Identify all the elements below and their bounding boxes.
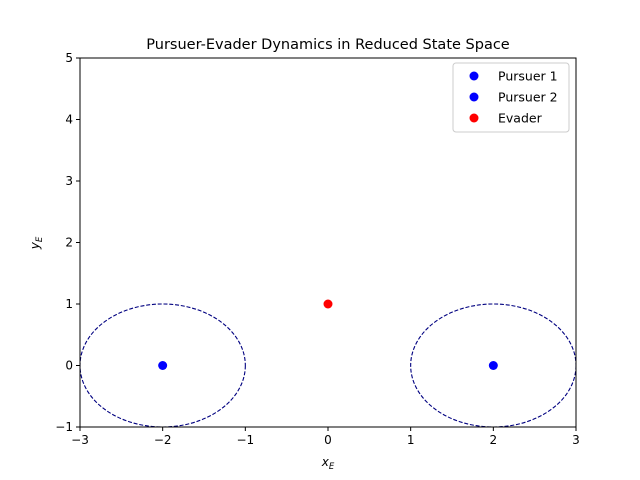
evader-point xyxy=(323,299,333,309)
legend-label-evader: Evader xyxy=(498,111,543,126)
x-tick-label: −1 xyxy=(236,433,254,447)
legend-label-pursuer-1: Pursuer 1 xyxy=(498,69,558,84)
chart-title: Pursuer-Evader Dynamics in Reduced State… xyxy=(146,37,510,53)
x-tick-label: 3 xyxy=(572,433,580,447)
legend-marker-pursuer-2 xyxy=(469,92,479,102)
x-tick-label: 2 xyxy=(490,433,498,447)
x-axis-label-sub: E xyxy=(329,462,335,472)
y-tick-label: 4 xyxy=(65,113,73,127)
pursuer-2-point xyxy=(158,361,168,370)
y-axis-label-sub: E xyxy=(35,236,45,242)
y-tick-label: 0 xyxy=(65,359,73,373)
x-tick-label: −3 xyxy=(71,433,89,447)
y-tick-label: 5 xyxy=(65,51,73,65)
y-tick-label: 3 xyxy=(65,174,73,188)
x-tick-label: −2 xyxy=(154,433,172,447)
legend-entries: Pursuer 1 Pursuer 2 Evader xyxy=(469,69,558,126)
y-tick-label: 2 xyxy=(65,236,73,250)
y-axis-label-base: y xyxy=(28,241,42,250)
x-axis-label: xE xyxy=(321,455,335,472)
legend-marker-evader xyxy=(469,113,479,123)
y-tick-label: 1 xyxy=(65,297,73,311)
y-axis-ticks: −1 0 1 2 3 4 5 xyxy=(55,51,80,434)
x-tick-label: 0 xyxy=(324,433,332,447)
x-axis-label-base: x xyxy=(321,455,330,469)
capture-circle xyxy=(410,303,576,427)
legend-box xyxy=(452,62,570,133)
legend-label-pursuer-2: Pursuer 2 xyxy=(498,90,558,105)
data-points xyxy=(158,299,498,370)
x-tick-label: 1 xyxy=(407,433,415,447)
legend-marker-pursuer-1 xyxy=(469,71,479,81)
legend: Pursuer 1 Pursuer 2 Evader xyxy=(452,62,570,133)
pursuer-1-point xyxy=(488,361,498,370)
x-axis-ticks: −3 −2 −1 0 1 2 3 xyxy=(71,427,580,447)
y-tick-label: −1 xyxy=(55,420,73,434)
y-axis-label: yE xyxy=(28,236,45,250)
